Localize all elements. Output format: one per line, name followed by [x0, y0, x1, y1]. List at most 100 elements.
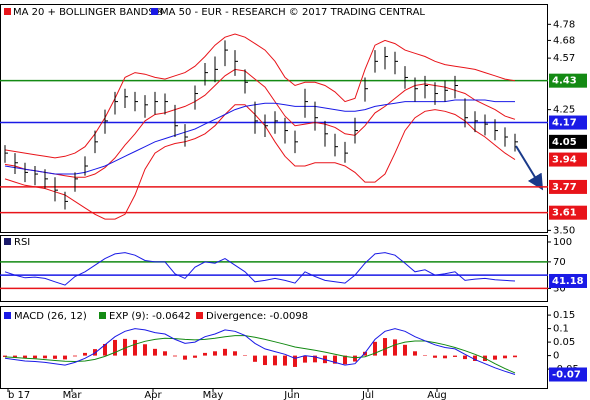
series-line — [4, 68, 516, 178]
y-tick-label: 4.57 — [553, 53, 575, 64]
divergence-bar — [193, 355, 197, 358]
divergence-bar — [33, 355, 37, 359]
legend-swatch — [196, 312, 203, 319]
value-box-label: 3.94 — [552, 155, 577, 166]
series-line — [4, 99, 515, 175]
x-tick-label: b 17 — [8, 390, 30, 400]
y-tick-label: 4.68 — [553, 35, 575, 46]
divergence-bar — [73, 355, 77, 357]
divergence-bar — [463, 355, 467, 360]
divergence-bar — [183, 355, 187, 360]
value-box-label: 4.17 — [552, 118, 577, 129]
divergence-bar — [263, 355, 267, 366]
series-line — [4, 104, 516, 220]
legend-label: EXP (9): -0.0642 — [109, 311, 191, 322]
legend-swatch — [4, 238, 11, 245]
value-box-label: 41.18 — [552, 276, 584, 287]
value-box — [549, 205, 587, 220]
divergence-bar — [103, 343, 107, 356]
series-line — [4, 252, 516, 286]
x-tick-label: May — [203, 390, 224, 400]
x-tick-label: Jul — [361, 390, 374, 400]
divergence-bar — [13, 355, 17, 358]
divergence-bar — [313, 355, 317, 363]
x-tick-label: Apr — [144, 390, 162, 400]
divergence-bar — [283, 355, 287, 366]
series-line — [4, 33, 516, 159]
value-box — [549, 273, 587, 288]
divergence-bar — [163, 351, 167, 356]
divergence-bar — [503, 355, 507, 359]
divergence-bar — [413, 351, 417, 356]
divergence-bar — [203, 352, 207, 356]
divergence-bar — [433, 355, 437, 358]
value-box — [549, 152, 587, 167]
divergence-bar — [123, 338, 127, 356]
divergence-bar — [493, 355, 497, 360]
x-tick-label: Jun — [283, 390, 300, 400]
legend-label: Divergence: -0.0098 — [206, 311, 308, 322]
divergence-bar — [423, 355, 427, 356]
divergence-bar — [473, 355, 477, 361]
divergence-bar — [253, 355, 257, 362]
value-box-label: 4.43 — [552, 76, 577, 87]
value-box — [549, 367, 587, 382]
divergence-bar — [3, 355, 7, 357]
divergence-bar — [373, 341, 377, 356]
value-box-label: -0.07 — [552, 370, 581, 381]
divergence-bar — [273, 355, 277, 366]
divergence-bar — [133, 339, 137, 356]
divergence-bar — [363, 351, 367, 356]
divergence-bar — [113, 339, 117, 356]
divergence-bar — [293, 355, 297, 367]
legend-swatch — [4, 312, 11, 319]
value-box-label: 3.61 — [552, 208, 577, 219]
y-tick-label: 30 — [553, 283, 566, 294]
rsi-panel — [0, 235, 548, 302]
divergence-bar — [43, 355, 47, 359]
legend-swatch — [4, 8, 11, 15]
divergence-bar — [173, 355, 177, 357]
y-tick-label: 0 — [553, 351, 559, 362]
divergence-bar — [233, 351, 237, 356]
y-tick-label: 70 — [553, 257, 566, 268]
divergence-bar — [143, 344, 147, 356]
y-tick-label: 100 — [553, 237, 572, 248]
y-tick-label: 0.05 — [553, 337, 575, 348]
macd-panel — [0, 306, 548, 389]
x-tick-label: Mar — [63, 390, 83, 400]
divergence-bar — [83, 352, 87, 356]
price-panel — [0, 4, 548, 233]
divergence-bar — [353, 355, 357, 362]
value-box — [549, 179, 587, 194]
y-tick-label: 4.78 — [553, 19, 575, 30]
divergence-bar — [153, 348, 157, 356]
legend-swatch — [151, 8, 158, 15]
divergence-bar — [453, 355, 457, 357]
legend-label: MA 50 - EUR - RESEARCH © 2017 TRADING CE… — [160, 7, 425, 18]
divergence-bar — [403, 344, 407, 356]
series-line — [4, 328, 516, 375]
x-tick-label: Aug — [427, 390, 447, 400]
divergence-bar — [443, 355, 447, 359]
legend-label: MACD (26, 12) — [14, 311, 87, 322]
legend-swatch — [99, 312, 106, 319]
divergence-bar — [333, 355, 337, 364]
divergence-bar — [513, 355, 517, 358]
divergence-bar — [383, 338, 387, 356]
value-box — [549, 115, 587, 130]
value-box — [549, 134, 587, 149]
legend-label: MA 20 + BOLLINGER BANDS® — [13, 7, 165, 18]
arrow — [515, 145, 544, 191]
series-line — [4, 335, 516, 374]
divergence-bar — [63, 355, 67, 360]
value-box — [549, 73, 587, 88]
y-tick-label: 0.15 — [553, 310, 575, 321]
y-tick-label: 3.50 — [553, 225, 575, 236]
divergence-bar — [53, 355, 57, 359]
panel-title: RSI — [14, 237, 30, 248]
value-box-label: 4.05 — [552, 137, 577, 148]
divergence-bar — [23, 355, 27, 359]
divergence-bar — [303, 355, 307, 363]
